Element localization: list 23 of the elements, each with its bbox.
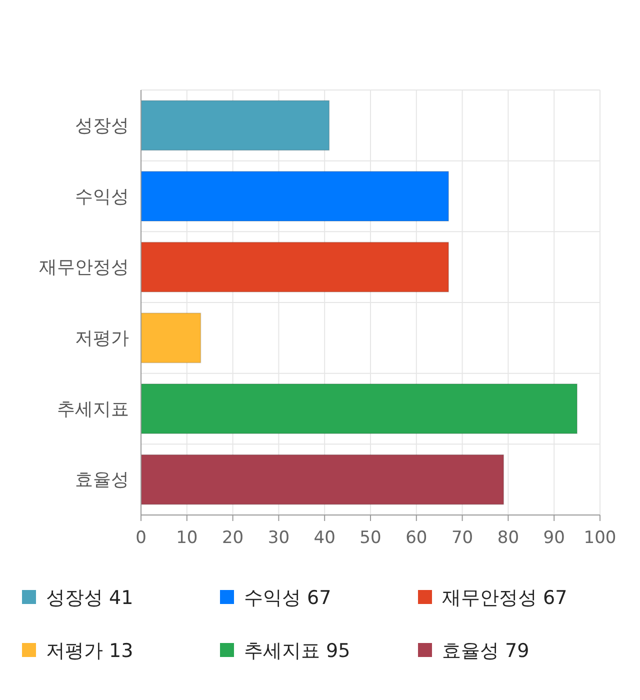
legend-label: 추세지표 95 (244, 640, 350, 662)
y-tick-label: 저평가 (75, 328, 129, 349)
legend-label: 재무안정성 67 (442, 587, 568, 609)
y-tick-label: 효율성 (75, 470, 129, 491)
x-tick-label: 80 (497, 528, 520, 548)
legend-label: 효율성 79 (442, 640, 530, 662)
y-tick-label: 추세지표 (57, 398, 129, 420)
y-tick-label: 재무안정성 (39, 257, 129, 278)
y-tick-label: 수익성 (75, 186, 129, 208)
x-tick-label: 100 (584, 528, 616, 548)
x-tick-label: 0 (136, 528, 146, 548)
x-tick-label: 40 (314, 528, 336, 548)
legend-label: 저평가 13 (46, 640, 134, 662)
legend-label: 성장성 41 (46, 587, 134, 609)
x-tick-label: 70 (451, 528, 474, 548)
x-tick-label: 50 (360, 528, 382, 548)
x-tick-label: 30 (268, 528, 290, 548)
x-tick-label: 20 (222, 528, 244, 548)
x-tick-label: 60 (406, 528, 428, 548)
x-tick-label: 10 (176, 528, 198, 548)
legend-label: 수익성 67 (244, 587, 332, 609)
y-tick-label: 성장성 (75, 115, 129, 136)
x-tick-label: 90 (543, 528, 565, 548)
